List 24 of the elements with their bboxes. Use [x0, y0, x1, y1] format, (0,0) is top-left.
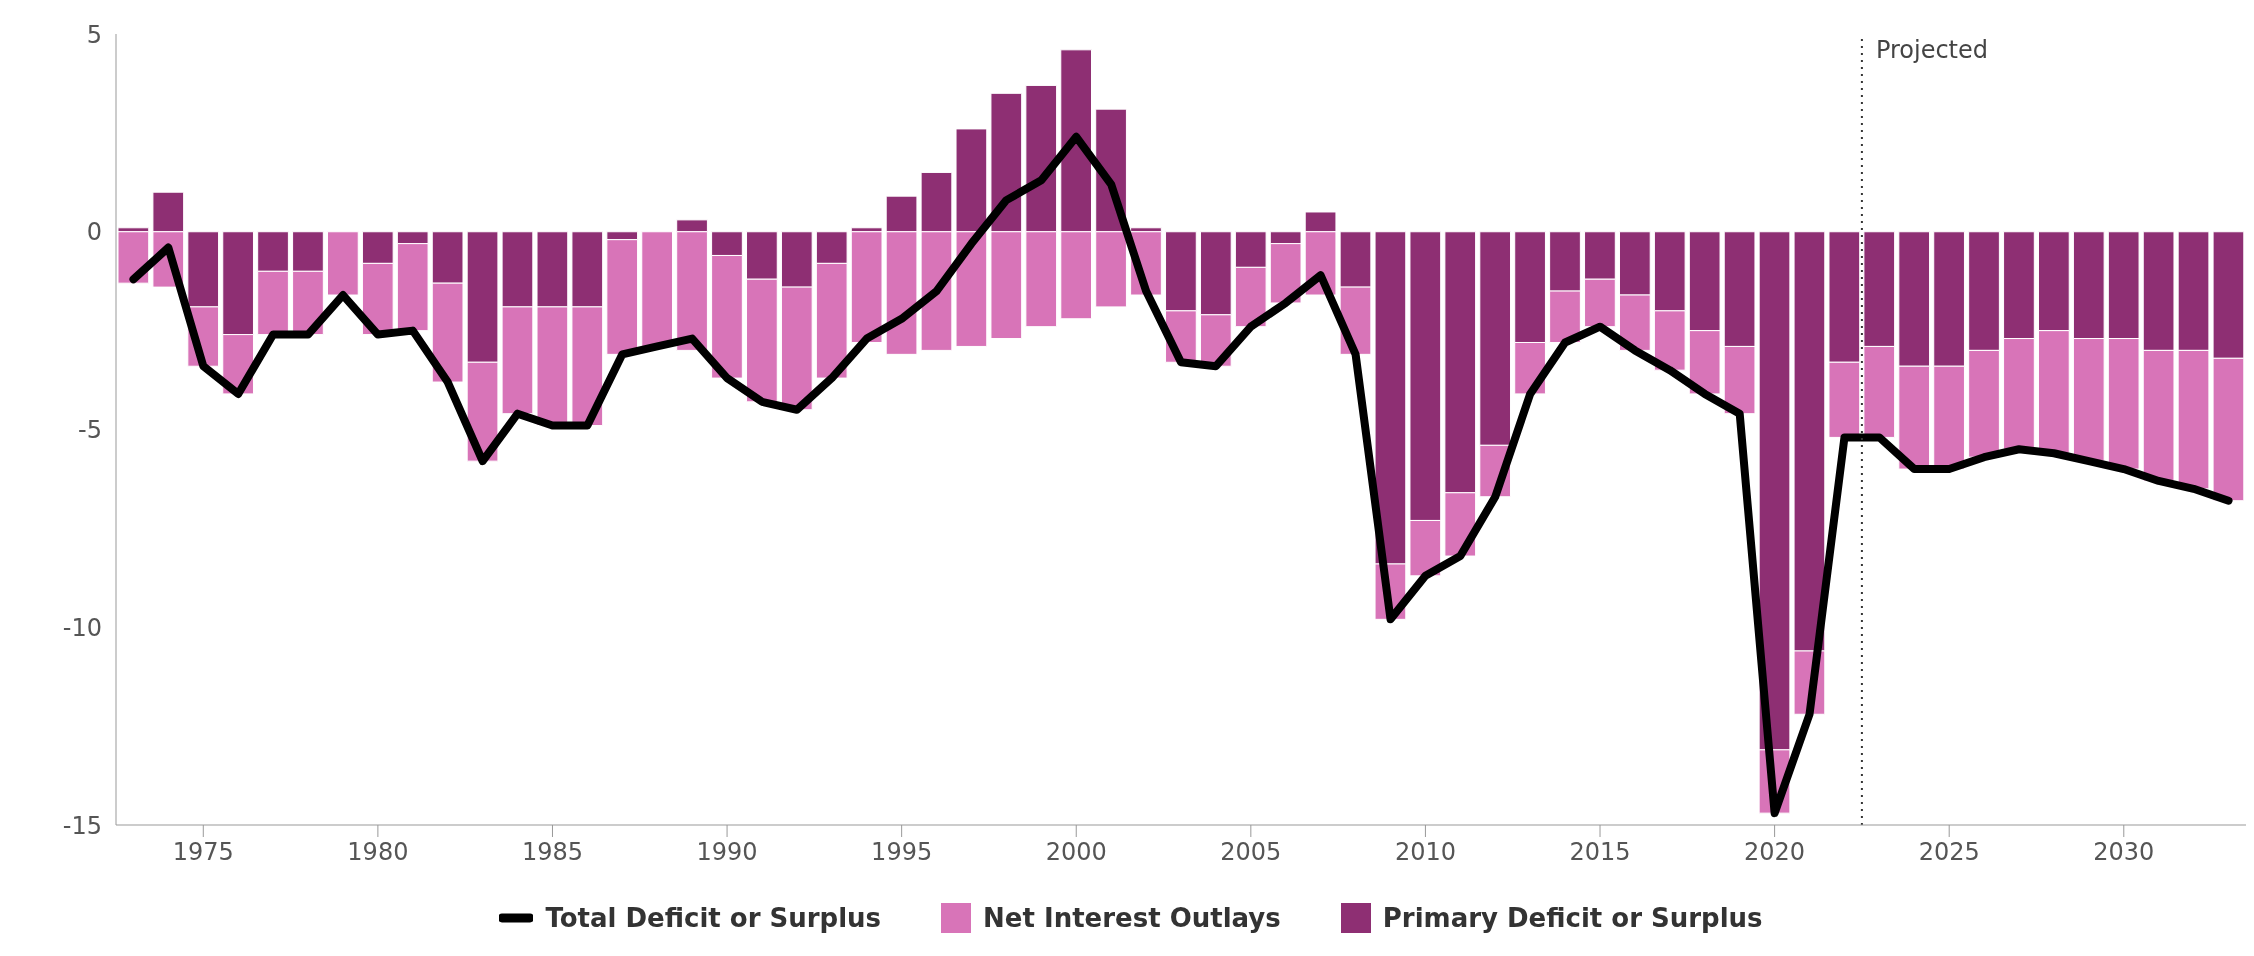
x-tick-label: 2005: [1220, 838, 1282, 867]
x-tick-label: 2010: [1394, 838, 1456, 867]
y-tick-label: -10: [62, 613, 102, 642]
x-tick-label: 2000: [1045, 838, 1107, 867]
ref-line-label: Projected: [1875, 36, 1989, 64]
x-tick-label: 1980: [347, 838, 409, 867]
x-tick-label: 1975: [172, 838, 234, 867]
bar: [641, 231, 673, 347]
y-tick-label: 0: [86, 218, 102, 247]
x-tick-label: 1985: [521, 838, 584, 867]
x-tick-label: 2015: [1569, 838, 1631, 867]
x-tick-label: 1995: [871, 838, 933, 867]
legend-label: Primary Deficit or Surplus: [1382, 903, 1763, 933]
y-tick-label: 5: [86, 20, 102, 49]
x-tick-label: 2020: [1744, 838, 1806, 867]
x-tick-label: 2030: [2093, 838, 2155, 867]
legend-label: Total Deficit or Surplus: [545, 903, 882, 933]
bar: [327, 231, 359, 296]
legend-label: Net Interest Outlays: [983, 903, 1281, 933]
y-tick-label: -15: [62, 811, 102, 840]
bar: [850, 231, 883, 343]
x-tick-label: 2025: [1918, 838, 1980, 867]
x-tick-label: 1990: [696, 838, 758, 867]
y-tick-label: -5: [78, 416, 102, 445]
